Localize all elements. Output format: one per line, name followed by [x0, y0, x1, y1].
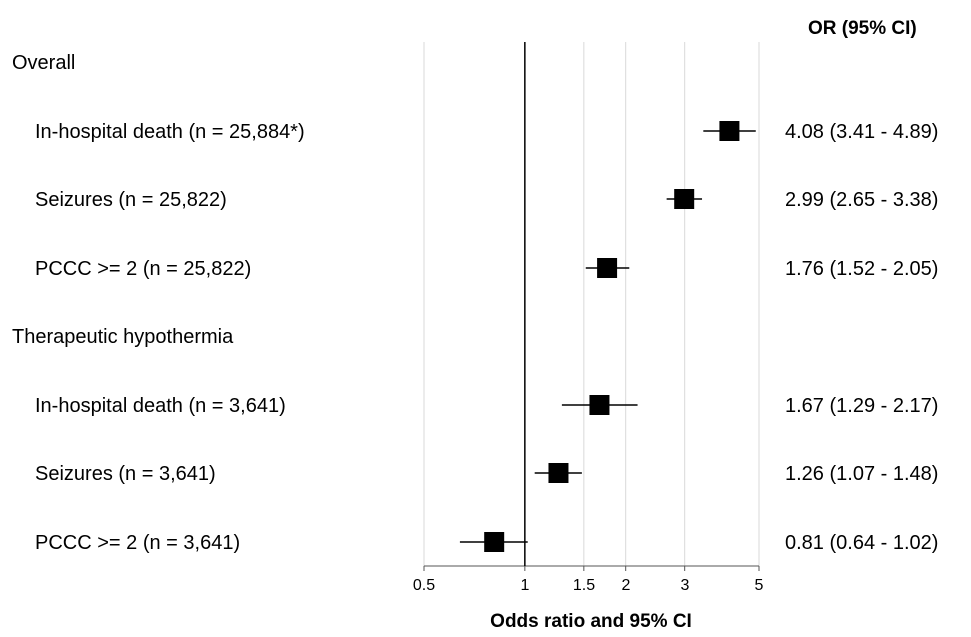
- ci-column-header: OR (95% CI): [808, 18, 917, 39]
- or-marker: [674, 189, 695, 209]
- row-label: In-hospital death (n = 3,641): [35, 395, 286, 417]
- group-label-therapeutic-hypothermia: Therapeutic hypothermia: [12, 326, 234, 348]
- x-axis-label: Odds ratio and 95% CI: [490, 611, 692, 632]
- ci-text: 1.76 (1.52 - 2.05): [785, 258, 939, 280]
- x-tick-label: 5: [754, 577, 764, 594]
- ci-text: 4.08 (3.41 - 4.89): [785, 121, 939, 143]
- x-tick-label: 3: [680, 577, 690, 594]
- x-tick-label: 2: [621, 577, 631, 594]
- ci-text: 0.81 (0.64 - 1.02): [785, 532, 939, 554]
- x-tick-label: 0.5: [412, 577, 436, 594]
- row-label: Seizures (n = 25,822): [35, 189, 227, 211]
- x-tick-label: 1.5: [572, 577, 596, 594]
- row-label: PCCC >= 2 (n = 3,641): [35, 532, 241, 554]
- or-marker: [597, 258, 618, 278]
- ci-text: 2.99 (2.65 - 3.38): [785, 189, 939, 211]
- ci-text: 1.67 (1.29 - 2.17): [785, 395, 939, 417]
- ci-text: 1.26 (1.07 - 1.48): [785, 463, 939, 485]
- row-label: PCCC >= 2 (n = 25,822): [35, 258, 252, 280]
- or-marker: [484, 532, 505, 552]
- x-tick-label: 1: [520, 577, 530, 594]
- or-marker: [548, 463, 569, 483]
- row-label: In-hospital death (n = 25,884*): [35, 121, 305, 143]
- row-label: Seizures (n = 3,641): [35, 463, 216, 485]
- group-label-overall: Overall: [12, 52, 76, 74]
- or-marker: [589, 395, 610, 415]
- or-marker: [719, 121, 740, 141]
